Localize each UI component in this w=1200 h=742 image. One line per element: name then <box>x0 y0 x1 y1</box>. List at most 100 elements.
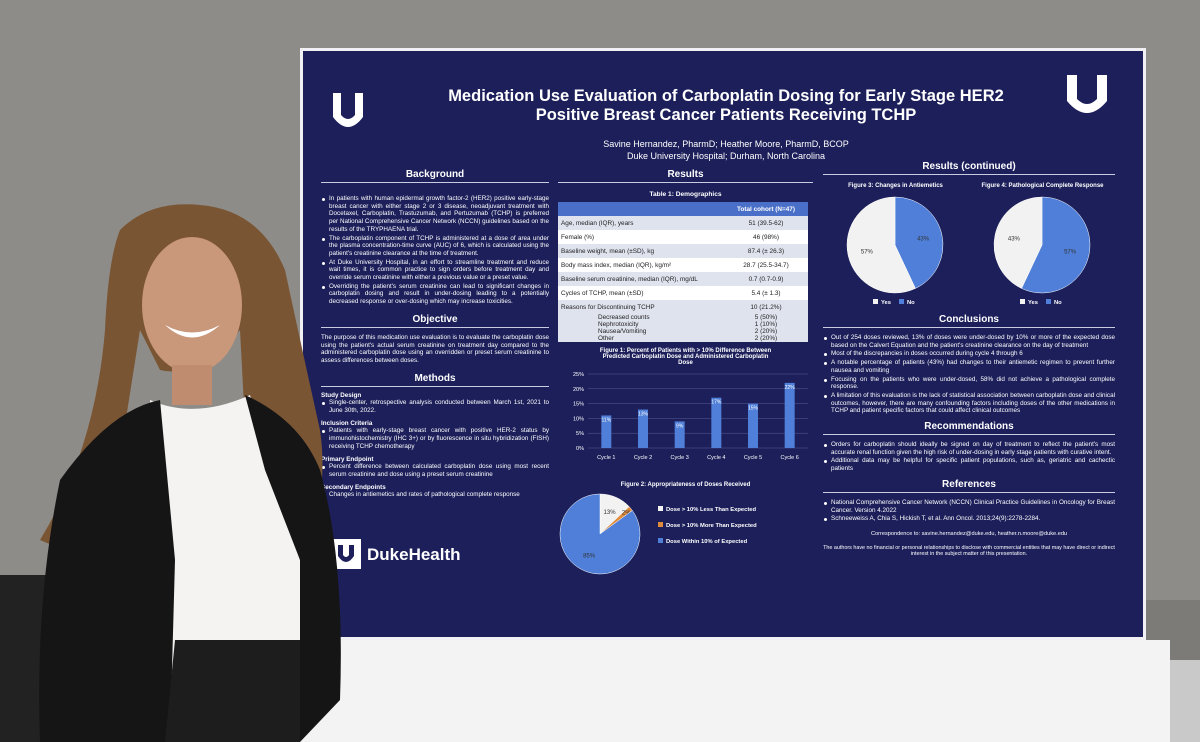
slice-label: 57% <box>861 249 874 255</box>
subheading: Secondary Endpoints <box>321 483 386 491</box>
bullet-list: In patients with human epidermal growth … <box>321 195 549 306</box>
column-middle: Results Table 1: Demographics Total coho… <box>558 169 813 585</box>
table-row: Age, median (IQR), years 51 (39.5-62) <box>558 216 808 230</box>
logo-shape <box>338 545 354 562</box>
duke-logo <box>1067 75 1107 113</box>
bullet: A limitation of this evaluation is the l… <box>823 392 1115 415</box>
logo-shape <box>1067 75 1107 113</box>
legend-label: Yes <box>881 300 891 306</box>
legend-swatch <box>658 538 663 543</box>
legend-label: Dose > 10% More Than Expected <box>666 523 757 529</box>
table-row: Body mass index, median (IQR), kg/m² 28.7… <box>558 258 808 272</box>
section-heading: Recommendations <box>823 421 1115 436</box>
legend-swatch <box>1020 299 1025 304</box>
slice-label: 85% <box>583 553 596 559</box>
table-cell: 87.4 (± 26.3) <box>747 247 785 255</box>
logo-mark <box>331 539 361 569</box>
pie-chart: 43% 57% Yes No <box>846 196 944 306</box>
demographics-table: Total cohort (N=47) Age, median (IQR), ye… <box>558 202 808 342</box>
bullet: At Duke University Hospital, in an effor… <box>321 259 549 282</box>
section-heading: Results (continued) <box>823 161 1115 175</box>
legend-label: Dose Within 10% of Expected <box>666 539 748 545</box>
subheading: Study Design <box>321 391 362 399</box>
table-cell: 28.7 (25.5-34.7) <box>743 261 789 269</box>
table-header-cell: Total cohort (N=47) <box>737 205 795 213</box>
slice-label: 43% <box>917 237 930 243</box>
x-tick-label: Cycle 5 <box>744 455 762 461</box>
smile <box>165 325 220 338</box>
legend-label: Dose > 10% Less Than Expected <box>666 507 757 513</box>
x-tick-label: Cycle 3 <box>670 455 688 461</box>
table-cell: Body mass index, median (IQR), kg/m² <box>561 261 672 269</box>
x-tick-label: Cycle 4 <box>707 455 725 461</box>
section-heading: Conclusions <box>823 314 1115 328</box>
neck <box>172 365 212 405</box>
table-row: Baseline weight, mean (±SD), kg 87.4 (± 2… <box>558 244 808 258</box>
section-heading: Background <box>321 169 549 183</box>
y-tick-label: 5% <box>576 431 584 437</box>
bullet: National Comprehensive Cancer Network (N… <box>823 499 1115 514</box>
table-cell: Baseline weight, mean (±SD), kg <box>561 247 655 255</box>
column-right: Results (continued) Figure 3: Changes in… <box>823 161 1115 558</box>
table-row: Decreased counts 5 (50%) <box>558 314 808 321</box>
section-heading: Objective <box>321 314 549 328</box>
table <box>300 640 1170 742</box>
table-row: Nephrotoxicity 1 (10%) <box>558 321 808 328</box>
column-left: Background In patients with human epider… <box>321 169 549 500</box>
figure-title: Figure 4: Pathological Complete Response <box>981 183 1104 189</box>
bullet: Orders for carboplatin should ideally be… <box>823 441 1115 456</box>
y-tick-label: 0% <box>576 446 584 452</box>
table-header-row: Total cohort (N=47) <box>558 202 808 216</box>
figure-row: Figure 3: Changes in Antiemetics 43% 57% Ye… <box>823 183 1115 312</box>
table-row: Reasons for Discontinuing TCHP 10 (21.2%) <box>558 300 808 314</box>
bullet: Patients with early-stage breast cancer … <box>321 427 549 450</box>
table-row: Other 2 (20%) <box>558 335 808 342</box>
bar <box>748 403 758 448</box>
bullet-list: National Comprehensive Cancer Network (N… <box>823 499 1115 523</box>
y-tick-label: 10% <box>573 416 584 422</box>
data-label: 9% <box>676 423 684 429</box>
slice-label: 43% <box>1008 237 1021 243</box>
table-cell: Nephrotoxicity <box>598 321 639 328</box>
x-tick-label: Cycle 1 <box>597 455 615 461</box>
figure-box: Figure 3: Changes in Antiemetics 43% 57% Ye… <box>823 183 968 312</box>
table-row: Cycles of TCHP, mean (±SD) 5.4 (± 1.3) <box>558 286 808 300</box>
table-cell: Decreased counts <box>598 314 650 321</box>
bar-chart: 0% 5% 10% 15% 20% 25% 11% Cycle 1 13% Cycle 2 9% Cy… <box>573 372 808 461</box>
bar <box>674 421 685 448</box>
pie-chart: 57% 43% Yes No <box>993 196 1091 306</box>
table-cell: Reasons for Discontinuing TCHP <box>561 303 655 311</box>
table-cell: 5 (50%) <box>754 314 778 321</box>
table-cell: 0.7 (0.7-0.9) <box>748 275 784 283</box>
table-cell: Age, median (IQR), years <box>561 219 634 227</box>
data-label: 11% <box>602 417 612 423</box>
y-tick-label: 25% <box>573 372 584 378</box>
figure-title: Figure 3: Changes in Antiemetics <box>848 183 943 189</box>
table-cell: Other <box>598 335 614 342</box>
affiliation: Duke University Hospital; Durham, North … <box>626 151 826 161</box>
data-label: 15% <box>748 406 759 412</box>
jacket-left <box>39 400 175 742</box>
data-label: 17% <box>711 400 722 406</box>
bar <box>601 415 612 448</box>
legend-label: Yes <box>1028 300 1038 306</box>
table-cell: Baseline serum creatinine, median (IQR),… <box>561 275 698 283</box>
y-tick-label: 20% <box>573 387 584 393</box>
figure-title: Figure 2: Appropriateness of Doses Recei… <box>620 482 751 488</box>
poster: Medication Use Evaluation of Carboplatin… <box>300 48 1146 640</box>
pie-slice <box>993 196 1043 289</box>
bullet: Percent difference between calculated ca… <box>321 463 549 478</box>
bar <box>638 409 648 448</box>
bullet: Focusing on the patients who were under-… <box>823 376 1115 391</box>
dukehealth-logo: DukeHealth <box>331 539 471 573</box>
subheading: Inclusion Criteria <box>321 419 373 427</box>
data-label: 13% <box>638 412 649 418</box>
trousers <box>165 640 300 742</box>
table-cell: Nausea/Vomiting <box>598 328 647 335</box>
table-row: Nausea/Vomiting 2 (20%) <box>558 328 808 335</box>
slice-label: 2% <box>622 510 631 516</box>
x-tick-label: Cycle 2 <box>634 455 652 461</box>
legend-swatch <box>873 299 878 304</box>
